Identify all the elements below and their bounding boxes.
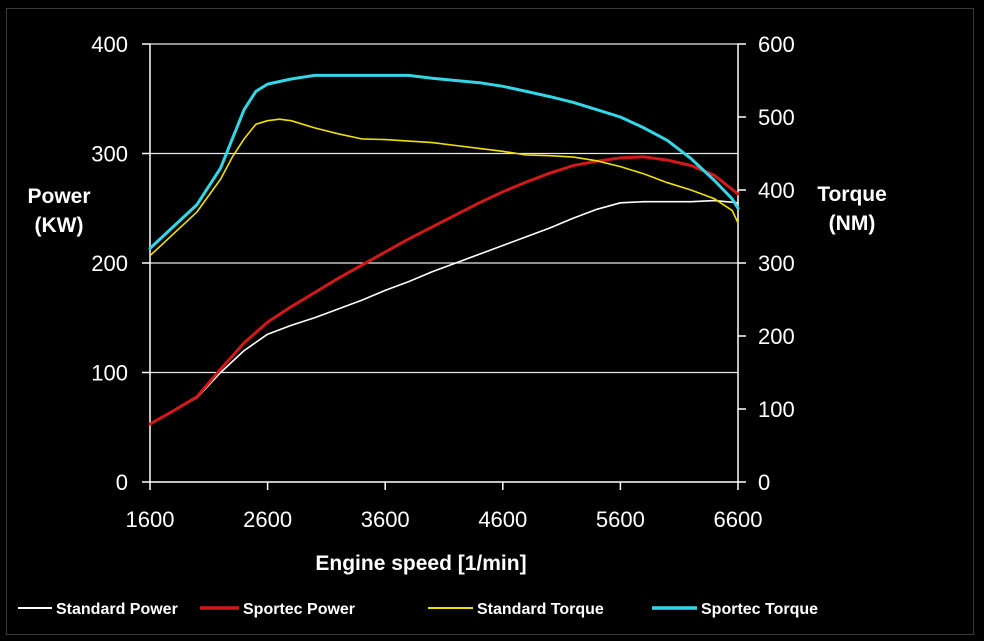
left-tick-label-200: 200 xyxy=(91,251,128,276)
series-line-standard-power xyxy=(149,199,739,425)
legend-label-sportec-torque: Sportec Torque xyxy=(701,601,818,618)
legend: Standard Power Sportec Power Standard Torq… xyxy=(18,601,818,618)
left-tick-label-0: 0 xyxy=(116,470,128,495)
right-tick-label-500: 500 xyxy=(758,105,795,130)
left-axis-title-line2: (KW) xyxy=(35,214,84,237)
left-axis-title-line1: Power xyxy=(27,185,90,208)
axes xyxy=(142,43,746,490)
legend-label-standard-power: Standard Power xyxy=(56,601,178,618)
series-line-standard-torque xyxy=(149,118,739,257)
x-tick-label-6600: 6600 xyxy=(714,507,763,532)
x-tick-label-1600: 1600 xyxy=(126,507,175,532)
right-axis-title-line2: (NM) xyxy=(829,212,876,235)
series-lines xyxy=(148,73,740,426)
right-axis-title-line1: Torque xyxy=(817,183,887,206)
left-tick-label-300: 300 xyxy=(91,142,128,167)
series-line-sportec-power xyxy=(148,155,740,426)
chart-frame xyxy=(6,8,974,635)
x-tick-label-4600: 4600 xyxy=(478,507,527,532)
x-tick-label-3600: 3600 xyxy=(361,507,410,532)
right-tick-label-600: 600 xyxy=(758,32,795,57)
x-axis-title: Engine speed [1/min] xyxy=(315,552,526,575)
legend-label-standard-torque: Standard Torque xyxy=(477,601,604,618)
right-tick-label-0: 0 xyxy=(758,470,770,495)
x-tick-label-5600: 5600 xyxy=(596,507,645,532)
gridlines xyxy=(150,43,738,374)
left-tick-label-100: 100 xyxy=(91,361,128,386)
right-tick-label-100: 100 xyxy=(758,397,795,422)
left-tick-label-400: 400 xyxy=(91,32,128,57)
right-tick-label-400: 400 xyxy=(758,178,795,203)
series-line-sportec-torque xyxy=(148,73,740,250)
right-tick-label-300: 300 xyxy=(758,251,795,276)
x-tick-label-2600: 2600 xyxy=(243,507,292,532)
right-tick-label-200: 200 xyxy=(758,324,795,349)
tick-labels: 0 100 200 300 400 0 100 200 300 400 500 600 1600 2600… xyxy=(91,32,794,532)
legend-label-sportec-power: Sportec Power xyxy=(243,601,355,618)
